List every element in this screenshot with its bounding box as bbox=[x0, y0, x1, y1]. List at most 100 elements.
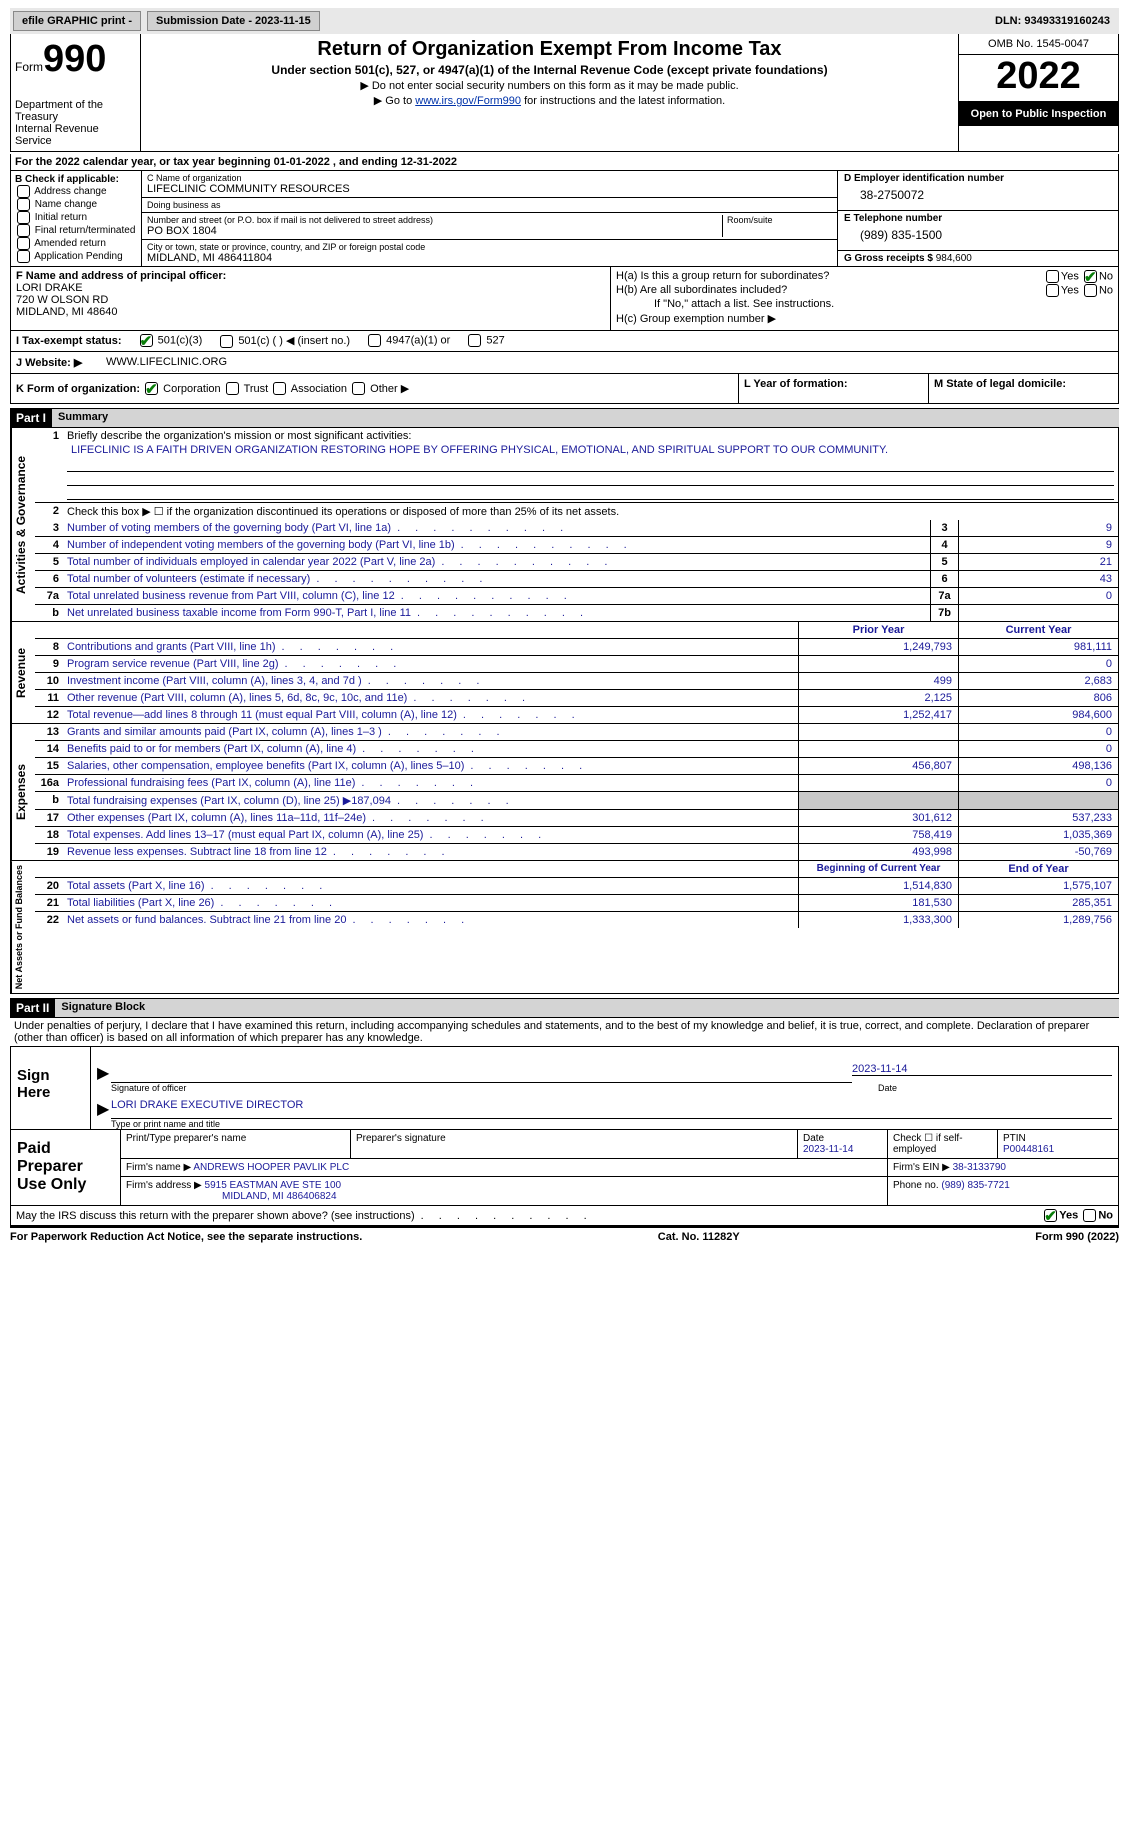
firm-name: ANDREWS HOOPER PAVLIK PLC bbox=[193, 1162, 349, 1173]
table-row: 9Program service revenue (Part VIII, lin… bbox=[35, 655, 1118, 672]
side-revenue: Revenue bbox=[11, 622, 35, 723]
governance-block: Activities & Governance 1 Briefly descri… bbox=[10, 428, 1119, 622]
b-opt: Amended return bbox=[15, 237, 137, 250]
sig-declaration: Under penalties of perjury, I declare th… bbox=[10, 1018, 1119, 1047]
col-d: D Employer identification number 38-2750… bbox=[838, 171, 1118, 266]
c-name-cell: C Name of organization LIFECLINIC COMMUN… bbox=[142, 171, 837, 198]
table-row: bTotal fundraising expenses (Part IX, co… bbox=[35, 791, 1118, 809]
gross-receipts: 984,600 bbox=[936, 253, 972, 264]
arrow-icon: ▶ bbox=[97, 1099, 111, 1119]
officer-name: LORI DRAKE bbox=[16, 282, 605, 294]
efile-print-button[interactable]: efile GRAPHIC print - bbox=[13, 11, 141, 31]
irs-link[interactable]: www.irs.gov/Form990 bbox=[415, 95, 521, 107]
table-row: 11Other revenue (Part VIII, column (A), … bbox=[35, 689, 1118, 706]
dln-label: DLN: 93493319160243 bbox=[995, 15, 1116, 27]
discuss-yes-check[interactable] bbox=[1044, 1209, 1057, 1222]
form-header: Form990 Department of the Treasury Inter… bbox=[10, 34, 1119, 152]
table-row: 21Total liabilities (Part X, line 26). .… bbox=[35, 894, 1118, 911]
c-street-cell: Number and street (or P.O. box if mail i… bbox=[142, 213, 837, 240]
table-row: 14Benefits paid to or for members (Part … bbox=[35, 740, 1118, 757]
officer-sig-name: LORI DRAKE EXECUTIVE DIRECTOR bbox=[111, 1099, 303, 1111]
corp-check[interactable] bbox=[145, 382, 158, 395]
mission-text: LIFECLINIC IS A FAITH DRIVEN ORGANIZATIO… bbox=[67, 442, 1114, 458]
table-row: 15Salaries, other compensation, employee… bbox=[35, 757, 1118, 774]
form-word: Form bbox=[15, 60, 43, 74]
org-name: LIFECLINIC COMMUNITY RESOURCES bbox=[147, 183, 832, 195]
omb-label: OMB No. 1545-0047 bbox=[959, 34, 1118, 55]
header-right: OMB No. 1545-0047 2022 Open to Public In… bbox=[958, 34, 1118, 151]
col-f: F Name and address of principal officer:… bbox=[11, 267, 611, 330]
form-subtitle: Under section 501(c), 527, or 4947(a)(1)… bbox=[147, 63, 952, 77]
header-mid: Return of Organization Exempt From Incom… bbox=[141, 34, 958, 151]
table-row: 13Grants and similar amounts paid (Part … bbox=[35, 724, 1118, 740]
table-row: bNet unrelated business taxable income f… bbox=[35, 604, 1118, 621]
dept-label: Department of the Treasury Internal Reve… bbox=[15, 99, 136, 147]
tax-year: 2022 bbox=[959, 55, 1118, 102]
table-row: 10Investment income (Part VIII, column (… bbox=[35, 672, 1118, 689]
table-row: 20Total assets (Part X, line 16). . . . … bbox=[35, 877, 1118, 894]
table-row: 8Contributions and grants (Part VIII, li… bbox=[35, 638, 1118, 655]
b-opt: Initial return bbox=[15, 211, 137, 224]
part2-title: Signature Block bbox=[55, 999, 1119, 1017]
ptin: P00448161 bbox=[1003, 1144, 1054, 1155]
submission-date-button[interactable]: Submission Date - 2023-11-15 bbox=[147, 11, 320, 31]
col-c: C Name of organization LIFECLINIC COMMUN… bbox=[141, 171, 838, 266]
prep-date: 2023-11-14 bbox=[803, 1144, 853, 1155]
form-title: Return of Organization Exempt From Incom… bbox=[147, 38, 952, 61]
table-row: 18Total expenses. Add lines 13–17 (must … bbox=[35, 826, 1118, 843]
part1-bar: Part I Summary bbox=[10, 408, 1119, 428]
section-fh: F Name and address of principal officer:… bbox=[10, 266, 1119, 331]
footer-question: May the IRS discuss this return with the… bbox=[10, 1206, 1119, 1226]
sig-date: 2023-11-14 bbox=[852, 1063, 907, 1075]
row-klm: K Form of organization: Corporation Trus… bbox=[10, 374, 1119, 405]
table-row: 6Total number of volunteers (estimate if… bbox=[35, 570, 1118, 587]
form-note1: ▶ Do not enter social security numbers o… bbox=[147, 79, 952, 92]
ein: 38-2750072 bbox=[844, 184, 1112, 208]
b-opt: Final return/terminated bbox=[15, 224, 137, 237]
table-row: 22Net assets or fund balances. Subtract … bbox=[35, 911, 1118, 928]
part1-title: Summary bbox=[52, 409, 1119, 427]
501c3-check[interactable] bbox=[140, 334, 153, 347]
firm-ein: 38-3133790 bbox=[953, 1162, 1006, 1173]
paid-preparer-block: Paid Preparer Use Only Print/Type prepar… bbox=[10, 1130, 1119, 1206]
col-b: B Check if applicable: Address change Na… bbox=[11, 171, 141, 266]
telephone: (989) 835-1500 bbox=[844, 224, 1112, 248]
b-header: B Check if applicable: bbox=[15, 174, 137, 185]
table-row: 5Total number of individuals employed in… bbox=[35, 553, 1118, 570]
c-dba-cell: Doing business as bbox=[142, 198, 837, 213]
page-footer: For Paperwork Reduction Act Notice, see … bbox=[10, 1226, 1119, 1246]
form-note2: ▶ Go to www.irs.gov/Form990 for instruct… bbox=[147, 94, 952, 107]
row-a: For the 2022 calendar year, or tax year … bbox=[10, 154, 1119, 171]
arrow-icon: ▶ bbox=[97, 1063, 111, 1083]
website: WWW.LIFECLINIC.ORG bbox=[106, 356, 227, 369]
header-left: Form990 Department of the Treasury Inter… bbox=[11, 34, 141, 151]
ha-no-check[interactable] bbox=[1084, 270, 1097, 283]
table-row: 3Number of voting members of the governi… bbox=[35, 520, 1118, 536]
top-bar: efile GRAPHIC print - Submission Date - … bbox=[10, 8, 1119, 34]
b-opt: Name change bbox=[15, 198, 137, 211]
open-inspection: Open to Public Inspection bbox=[959, 102, 1118, 126]
part2-bar: Part II Signature Block bbox=[10, 998, 1119, 1018]
revenue-block: Revenue Prior Year Current Year 8Contrib… bbox=[10, 622, 1119, 724]
firm-phone: (989) 835-7721 bbox=[941, 1180, 1009, 1191]
b-opt: Address change bbox=[15, 185, 137, 198]
side-expenses: Expenses bbox=[11, 724, 35, 860]
b-opt: Application Pending bbox=[15, 250, 137, 263]
expenses-block: Expenses 13Grants and similar amounts pa… bbox=[10, 724, 1119, 861]
table-row: 16aProfessional fundraising fees (Part I… bbox=[35, 774, 1118, 791]
side-governance: Activities & Governance bbox=[11, 428, 35, 621]
table-row: 17Other expenses (Part IX, column (A), l… bbox=[35, 809, 1118, 826]
part2-tag: Part II bbox=[10, 999, 55, 1017]
table-row: 12Total revenue—add lines 8 through 11 (… bbox=[35, 706, 1118, 723]
row-j: J Website: ▶ WWW.LIFECLINIC.ORG bbox=[10, 352, 1119, 374]
table-row: 4Number of independent voting members of… bbox=[35, 536, 1118, 553]
sign-here-block: Sign Here ▶ 2023-11-14 Signature of offi… bbox=[10, 1047, 1119, 1130]
row-i: I Tax-exempt status: 501(c)(3) 501(c) ( … bbox=[10, 331, 1119, 352]
c-city-cell: City or town, state or province, country… bbox=[142, 240, 837, 266]
table-row: 19Revenue less expenses. Subtract line 1… bbox=[35, 843, 1118, 860]
side-netassets: Net Assets or Fund Balances bbox=[11, 861, 35, 993]
part1-tag: Part I bbox=[10, 409, 52, 427]
netassets-block: Net Assets or Fund Balances Beginning of… bbox=[10, 861, 1119, 994]
org-street: PO BOX 1804 bbox=[147, 225, 722, 237]
form-number: 990 bbox=[43, 38, 106, 80]
